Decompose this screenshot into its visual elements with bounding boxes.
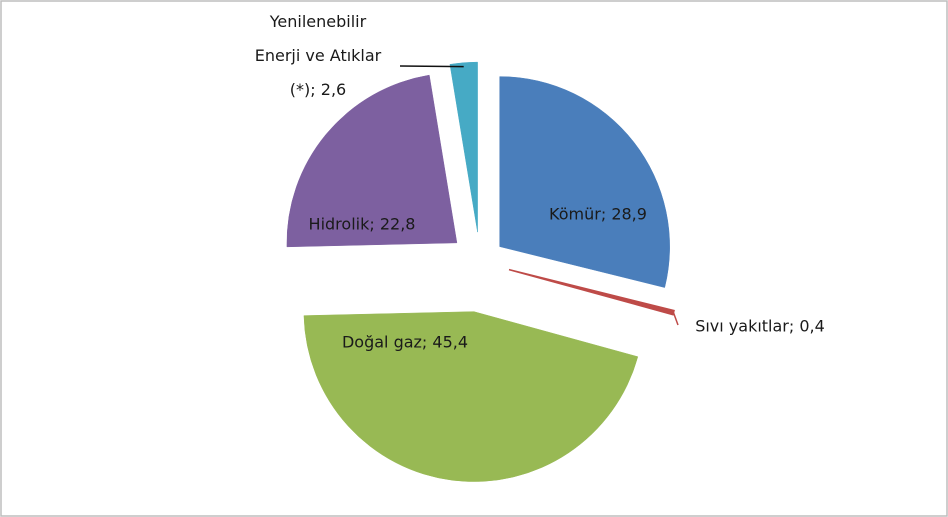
data-label: Doğal gaz; 45,4 (342, 333, 468, 352)
data-label: Kömür; 28,9 (549, 205, 647, 224)
pie-slice (499, 76, 670, 288)
data-label: Sıvı yakıtlar; 0,4 (695, 317, 825, 336)
label-line: Yenilenebilir (269, 12, 367, 31)
leader-line (399, 65, 464, 68)
leader-line (672, 312, 679, 326)
pie-slice (303, 311, 639, 482)
pie-slice (449, 61, 478, 233)
data-label: Yenilenebilir Enerji ve Atıklar (*); 2,6 (255, 12, 382, 99)
label-line: Enerji ve Atıklar (255, 46, 382, 65)
label-line: (*); 2,6 (290, 80, 346, 99)
data-label: Hidrolik; 22,8 (309, 215, 416, 234)
pie-slice (286, 74, 458, 248)
